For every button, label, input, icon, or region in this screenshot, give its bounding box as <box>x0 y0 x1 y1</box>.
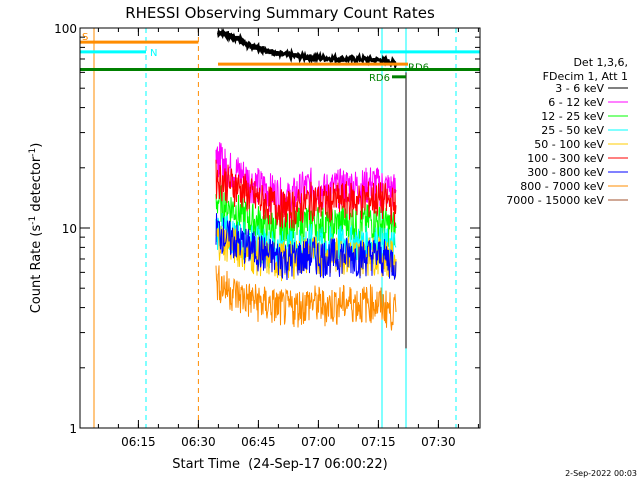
y-tick-label-2: 1 <box>69 422 77 436</box>
y-tick-label-1: 10 <box>62 222 77 236</box>
y-axis-label: Count Rate (s-1 detector-1) <box>28 143 44 314</box>
legend-label-0: 3 - 6 keV <box>555 82 604 95</box>
legend-label-2: 12 - 25 keV <box>541 110 604 123</box>
series-line-2 <box>215 184 397 250</box>
x-tick-label-4: 07:15 <box>361 435 396 449</box>
x-tick-label-5: 07:30 <box>421 435 456 449</box>
x-tick-label-1: 06:30 <box>181 435 216 449</box>
legend-header-0: Det 1,3,6, <box>573 56 628 69</box>
flag-label-0: S <box>82 32 88 43</box>
legend-label-6: 300 - 800 keV <box>527 166 604 179</box>
y-tick-label-0: 100 <box>54 22 77 36</box>
y-label-sup: -1 <box>28 216 38 225</box>
legend-header-1: FDecim 1, Att 1 <box>543 70 628 83</box>
series-line-7 <box>215 265 397 331</box>
x-tick-label-2: 06:45 <box>241 435 276 449</box>
y-label-main: Count Rate (s <box>29 225 44 314</box>
x-tick-label-3: 07:00 <box>301 435 336 449</box>
x-axis-label-date: (24-Sep-17 06:00:22) <box>248 457 388 472</box>
legend-label-7: 800 - 7000 keV <box>520 180 604 193</box>
series-line-5 <box>215 159 397 229</box>
y-label-sup2: -1 <box>28 148 38 157</box>
x-axis-label-prefix: Start Time <box>172 457 240 472</box>
legend-label-8: 7000 - 15000 keV <box>506 194 604 207</box>
x-tick-label-0: 06:15 <box>121 435 156 449</box>
y-label-close: ) <box>29 143 44 148</box>
legend-label-5: 100 - 300 keV <box>527 152 604 165</box>
flag-label-2: RD6 <box>369 73 390 84</box>
legend-label-3: 25 - 50 keV <box>541 124 604 137</box>
footer-timestamp: 2-Sep-2022 00:03 <box>565 469 637 478</box>
legend-label-4: 50 - 100 keV <box>534 138 604 151</box>
series-line-0 <box>216 28 398 71</box>
flag-label-3: RD6 <box>408 63 429 74</box>
x-axis-label: Start Time (24-Sep-17 06:00:22) <box>172 457 388 472</box>
flag-label-1: N <box>150 48 157 59</box>
y-label-tail: detector <box>29 156 44 216</box>
legend-label-1: 6 - 12 keV <box>548 96 604 109</box>
series-line-6 <box>215 213 397 281</box>
chart-title: RHESSI Observing Summary Count Rates <box>125 4 435 22</box>
